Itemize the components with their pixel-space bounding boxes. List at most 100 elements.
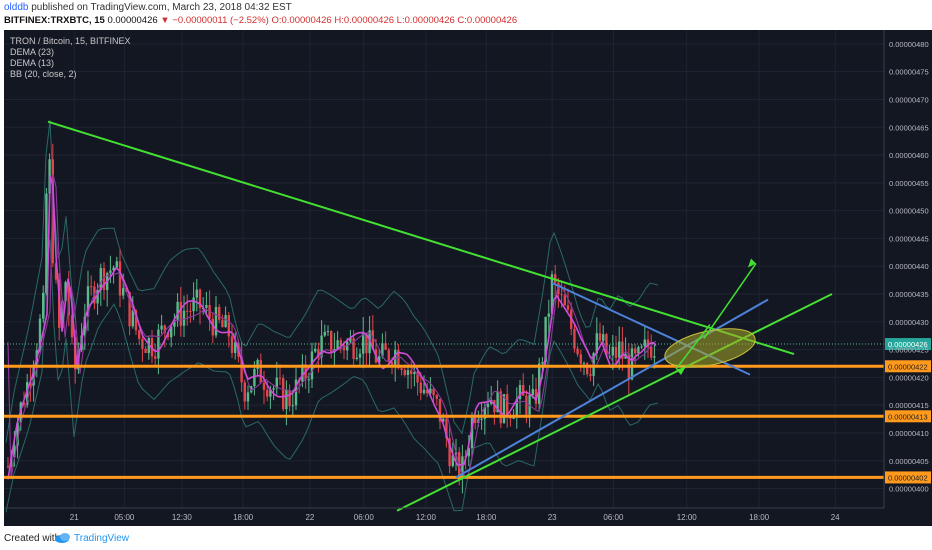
- candle-body: [410, 370, 413, 375]
- candle-body: [586, 363, 589, 375]
- level-price-tag: [885, 410, 931, 423]
- candle-body: [86, 286, 90, 317]
- price-chart[interactable]: 0.00000422 0.00000413 0.00000402 0.00000426…: [4, 30, 932, 526]
- candle-body: [474, 417, 477, 424]
- candle-body: [502, 394, 506, 424]
- y-tick-label: 0.00000400: [889, 485, 929, 494]
- candle-body: [189, 310, 192, 312]
- level-price-tag: [885, 360, 931, 373]
- x-tick-label: 06:00: [603, 513, 624, 522]
- candle-body: [205, 304, 208, 308]
- candle-body: [595, 333, 598, 354]
- candle-body: [26, 382, 29, 405]
- candle-body: [109, 270, 112, 274]
- candle-body: [250, 386, 253, 393]
- y-tick-label: 0.00000435: [889, 290, 929, 299]
- candle-body: [259, 360, 262, 384]
- candle-body: [13, 445, 16, 458]
- candle-body: [214, 306, 218, 336]
- candle-body: [362, 333, 365, 354]
- candle-body: [323, 331, 326, 336]
- candle-body: [336, 340, 339, 350]
- created-with-label: Created with: [4, 533, 61, 544]
- candle-body: [122, 288, 125, 296]
- candle-body: [512, 417, 515, 419]
- candle-body: [406, 370, 410, 375]
- candle-body: [413, 372, 416, 375]
- candle-body: [282, 378, 285, 410]
- candle-body: [221, 319, 224, 328]
- legend-item-dema13[interactable]: DEMA (13): [10, 58, 55, 68]
- candle-body: [538, 363, 541, 404]
- x-tick-label: 18:00: [749, 513, 770, 522]
- footer: Created with TradingView: [0, 526, 932, 550]
- candle-body: [54, 263, 58, 280]
- indicator-legend: TRON / Bitcoin, 15, BITFINEX DEMA (23) D…: [10, 36, 131, 80]
- candle-body: [67, 282, 70, 316]
- y-tick-label: 0.00000460: [889, 151, 929, 160]
- candle-body: [339, 340, 342, 346]
- candle-body: [384, 343, 387, 350]
- candle-body: [166, 332, 170, 338]
- tradingview-brand[interactable]: TradingView: [74, 533, 130, 544]
- last-price-label: 0.00000426: [888, 340, 928, 349]
- candle-body: [426, 389, 429, 394]
- candle-body: [269, 389, 272, 397]
- candle-body: [163, 325, 166, 333]
- y-tick-label: 0.00000410: [889, 429, 929, 438]
- candle-body: [349, 338, 352, 342]
- last-price-tag: [885, 338, 931, 351]
- candle-body: [61, 300, 64, 328]
- candle-body: [230, 336, 234, 353]
- candle-body: [378, 356, 381, 363]
- candle-body: [653, 356, 656, 358]
- candle-body: [573, 328, 576, 349]
- symbol-label: BITFINEX:TRXBTC, 15: [4, 15, 105, 26]
- candle-body: [198, 289, 202, 309]
- tradingview-logo-icon: [55, 533, 70, 543]
- candle-body: [285, 390, 288, 410]
- x-tick-label: 12:30: [172, 513, 193, 522]
- candle-body: [634, 348, 637, 354]
- candle-body: [266, 389, 269, 397]
- candle-body: [253, 368, 256, 387]
- candle-body: [118, 261, 122, 296]
- candle-body: [429, 388, 432, 394]
- candle-body: [365, 333, 368, 354]
- candle-body: [496, 391, 499, 413]
- candle-body: [419, 382, 422, 394]
- author-link[interactable]: olddb: [4, 2, 29, 13]
- candle-body: [112, 267, 115, 271]
- arrow-head-up: [748, 258, 756, 268]
- y-tick-label: 0.00000430: [889, 318, 929, 327]
- x-tick-label: 18:00: [476, 513, 497, 522]
- chart-area[interactable]: 0.00000422 0.00000413 0.00000402 0.00000426…: [4, 30, 932, 526]
- candle-body: [138, 330, 141, 339]
- candle-body: [262, 383, 266, 390]
- x-tick-label: 06:00: [354, 513, 375, 522]
- candle-body: [154, 356, 157, 359]
- candle-body: [128, 291, 131, 327]
- candle-body: [157, 329, 160, 359]
- candle-body: [499, 391, 502, 424]
- legend-item-dema23[interactable]: DEMA (23): [10, 47, 55, 57]
- candle-body: [582, 363, 586, 365]
- y-tick-label: 0.00000415: [889, 401, 929, 410]
- candle-body: [358, 353, 362, 358]
- candle-body: [352, 338, 355, 360]
- symbol-line: BITFINEX:TRXBTC, 15 0.00000426 ▼ −0.0000…: [4, 15, 517, 26]
- candle-body: [170, 326, 173, 338]
- candle-body: [160, 325, 163, 330]
- candle-body: [438, 398, 442, 422]
- candle-body: [506, 394, 509, 418]
- candle-body: [32, 367, 35, 386]
- legend-item-bb[interactable]: BB (20, close, 2): [10, 69, 77, 79]
- y-tick-label: 0.00000465: [889, 123, 929, 132]
- candle-body: [272, 388, 275, 390]
- candle-body: [45, 193, 48, 293]
- candle-body: [518, 385, 522, 400]
- y-tick-label: 0.00000470: [889, 95, 929, 104]
- candle-body: [29, 382, 32, 386]
- publish-info: published on TradingView.com, March 23, …: [28, 2, 292, 13]
- dema-23-line: [7, 175, 657, 480]
